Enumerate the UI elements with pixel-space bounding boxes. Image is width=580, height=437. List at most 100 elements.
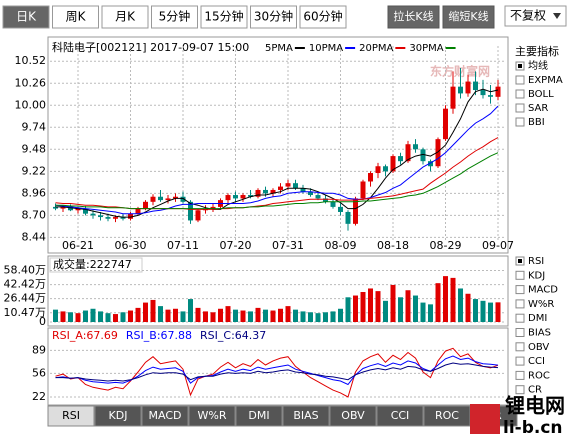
menu-item[interactable]: RSI xyxy=(528,256,544,267)
y-tick-label: 10.26 xyxy=(15,76,47,89)
menu-item[interactable]: CR xyxy=(528,385,542,396)
x-tick-label: 07-31 xyxy=(272,239,304,252)
x-tick-label: 07-11 xyxy=(167,239,199,252)
indicator-tab-label[interactable]: KDJ xyxy=(109,409,128,422)
indicator-line xyxy=(55,88,499,218)
candle-body xyxy=(405,144,411,162)
checkbox[interactable] xyxy=(515,75,525,85)
logo xyxy=(470,404,500,434)
menu-item[interactable]: BIAS xyxy=(528,328,551,339)
candle-body xyxy=(225,195,231,201)
menu-item[interactable]: W%R xyxy=(528,299,554,310)
period-tab[interactable] xyxy=(200,5,248,29)
volume-bar xyxy=(143,302,148,322)
checkbox[interactable] xyxy=(515,385,525,395)
candle-body xyxy=(135,208,141,214)
menu-item[interactable]: KDJ xyxy=(528,270,545,281)
period-tab[interactable] xyxy=(2,5,50,29)
volume-bar xyxy=(420,302,426,322)
period-tab-label[interactable]: 日K xyxy=(16,10,37,24)
indicator-tab[interactable] xyxy=(47,405,95,427)
checkbox[interactable] xyxy=(515,342,525,352)
candle-body xyxy=(53,206,58,209)
indicator-tab-label[interactable]: DMI xyxy=(248,409,269,422)
menu-item[interactable]: BBI xyxy=(528,117,545,128)
indicator-tab[interactable] xyxy=(282,405,330,427)
volume-bar xyxy=(68,312,73,322)
menu-item[interactable]: DMI xyxy=(528,313,547,324)
candle-body xyxy=(278,186,283,190)
period-tab[interactable] xyxy=(151,5,198,29)
adjust-select[interactable] xyxy=(504,5,567,27)
legend-label: RSI_B:67.88 xyxy=(126,329,192,342)
y-tick-label: 10.52 xyxy=(15,54,47,67)
menu-item[interactable]: CCI xyxy=(528,356,545,367)
checkbox[interactable] xyxy=(515,285,525,295)
volume-bar xyxy=(323,312,328,322)
legend-label: 30PMA xyxy=(409,43,443,54)
indicator-tab[interactable] xyxy=(141,405,189,427)
checkbox[interactable] xyxy=(515,299,525,309)
chart-title: 科陆电子[002121] 2017-09-07 15:00 xyxy=(52,40,249,54)
checkbox[interactable] xyxy=(515,328,525,337)
candle-body xyxy=(398,156,403,162)
zoom-button[interactable] xyxy=(442,5,495,29)
menu-item[interactable]: ROC xyxy=(528,370,550,381)
zoom-button-label[interactable]: 拉长K线 xyxy=(393,9,433,23)
candle-body xyxy=(300,188,306,192)
period-tab[interactable] xyxy=(52,5,99,29)
volume-bar xyxy=(285,306,291,322)
period-tab-label[interactable]: 5分钟 xyxy=(159,9,191,24)
checkbox[interactable] xyxy=(515,370,525,380)
indicator-tab[interactable] xyxy=(329,405,377,427)
indicator-tab-label[interactable]: BIAS xyxy=(293,409,318,422)
checkbox[interactable] xyxy=(515,103,525,113)
period-tab-label[interactable]: 月K xyxy=(115,10,136,24)
menu-item[interactable]: SAR xyxy=(528,103,548,114)
period-tab[interactable] xyxy=(101,5,149,29)
checkbox[interactable] xyxy=(515,270,525,280)
indicator-tab-label[interactable]: OBV xyxy=(341,409,365,422)
indicator-tab-label[interactable]: ROC xyxy=(435,409,459,422)
candle-body xyxy=(308,191,313,196)
period-tab-label[interactable]: 15分钟 xyxy=(204,9,243,24)
candle-body xyxy=(188,201,193,221)
candle-body xyxy=(180,196,186,202)
period-tab[interactable] xyxy=(250,5,297,29)
indicator-tab-label[interactable]: CCI xyxy=(391,409,410,422)
x-tick-label: 09-07 xyxy=(482,239,514,252)
x-tick-label: 08-18 xyxy=(377,239,409,252)
period-tab-label[interactable]: 60分钟 xyxy=(303,9,342,24)
candle-body xyxy=(390,156,396,172)
legend-label: 5PMA xyxy=(265,43,293,54)
checkbox[interactable] xyxy=(515,117,525,127)
zoom-button[interactable] xyxy=(387,5,440,29)
legend-label: 10PMA xyxy=(309,43,343,54)
checkbox[interactable] xyxy=(515,89,525,99)
indicator-tab-label[interactable]: MACD xyxy=(149,409,182,422)
x-tick-label: 06-21 xyxy=(62,239,94,252)
volume-bar xyxy=(90,308,96,322)
indicator-tab[interactable] xyxy=(94,405,142,427)
indicator-tab[interactable] xyxy=(376,405,424,427)
volume-bar xyxy=(60,311,66,322)
checkbox[interactable] xyxy=(515,356,525,366)
watermark: 锂电网 xyxy=(505,394,565,418)
period-tab[interactable] xyxy=(299,5,347,29)
volume-bar xyxy=(165,309,171,322)
indicator-tab[interactable] xyxy=(235,405,283,427)
menu-item[interactable]: EXPMA xyxy=(528,75,563,86)
checkbox[interactable] xyxy=(515,313,525,323)
menu-item[interactable]: MACD xyxy=(528,285,558,296)
zoom-button-label[interactable]: 缩短K线 xyxy=(448,9,488,23)
adjust-select-label[interactable]: 不复权 xyxy=(510,9,546,23)
menu-item[interactable]: 均线 xyxy=(528,59,548,72)
indicator-tab[interactable] xyxy=(188,405,236,427)
menu-item[interactable]: OBV xyxy=(528,342,549,353)
indicator-tab-label[interactable]: RSI xyxy=(62,409,80,422)
menu-item[interactable]: BOLL xyxy=(528,89,554,100)
y-tick-label: 10.00 xyxy=(15,98,47,111)
period-tab-label[interactable]: 周K xyxy=(66,10,87,24)
period-tab-label[interactable]: 30分钟 xyxy=(254,9,293,24)
indicator-tab-label[interactable]: W%R xyxy=(198,409,227,422)
